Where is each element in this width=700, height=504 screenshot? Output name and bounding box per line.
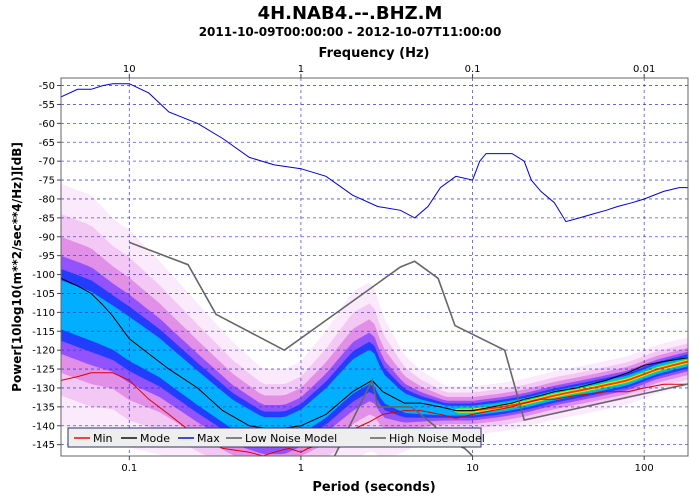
y-tick-label: -140 xyxy=(32,421,55,432)
y-tick-label: -70 xyxy=(39,157,55,168)
top-tick-label: 0.01 xyxy=(633,64,655,75)
series-mode xyxy=(61,277,688,431)
plot-frame xyxy=(60,77,689,457)
x-tick-label: 100 xyxy=(635,463,654,474)
legend-label: Min xyxy=(93,432,113,445)
legend-label: Low Noise Model xyxy=(245,432,337,445)
y-tick-label: -135 xyxy=(32,402,55,413)
density-band-6 xyxy=(61,304,688,430)
y-tick-label: -80 xyxy=(39,194,55,205)
top-tick-label: 10 xyxy=(123,64,136,75)
y-tick-label: -75 xyxy=(39,176,55,187)
legend-label: Mode xyxy=(140,432,170,445)
y-tick-label: -85 xyxy=(39,213,55,224)
y-tick-label: -110 xyxy=(32,308,55,319)
axes-ticks: 0.1 1 10 100 10 1 0.1 0.01 -50 -55 -60 -65 -70 -75 -80… xyxy=(32,64,655,474)
top-tick-label: 1 xyxy=(298,64,304,75)
y-tick-label: -125 xyxy=(32,365,55,376)
series-max xyxy=(61,83,688,223)
y-tick-label: -120 xyxy=(32,346,55,357)
chart-subtitle: 2011-10-09T00:00:00 - 2012-10-07T11:00:0… xyxy=(199,25,502,39)
y-axis-label: Power[10log10(m**2/sec**4/Hz)][dB] xyxy=(10,142,24,392)
legend-box xyxy=(67,427,482,448)
legend: Min Mode Max Low Noise Model High Noise Mode… xyxy=(67,427,485,448)
y-tick-label: -105 xyxy=(32,289,55,300)
y-tick-label: -100 xyxy=(32,270,55,281)
y-tick-label: -65 xyxy=(39,138,55,149)
y-tick-label: -130 xyxy=(32,383,55,394)
top-tick-label: 0.1 xyxy=(465,64,481,75)
curve-layer xyxy=(61,83,688,456)
chart-title: 4H.NAB4.--.BHZ.M xyxy=(258,3,443,24)
x-axis-label: Period (seconds) xyxy=(312,480,435,495)
legend-label: High Noise Model xyxy=(389,432,485,445)
y-tick-label: -50 xyxy=(39,81,55,92)
y-tick-label: -95 xyxy=(39,251,55,262)
x-tick-label: 1 xyxy=(298,463,304,474)
y-tick-label: -55 xyxy=(39,100,55,111)
x-tick-label: 0.1 xyxy=(121,463,137,474)
top-axis-label: Frequency (Hz) xyxy=(319,46,430,61)
legend-label: Max xyxy=(197,432,220,445)
x-tick-label: 10 xyxy=(466,463,479,474)
grid-lines xyxy=(61,78,688,456)
y-tick-label: -60 xyxy=(39,119,55,130)
y-tick-label: -90 xyxy=(39,232,55,243)
series-high-noise-model xyxy=(129,241,688,422)
y-tick-label: -145 xyxy=(32,440,55,451)
y-tick-label: -115 xyxy=(32,327,55,338)
